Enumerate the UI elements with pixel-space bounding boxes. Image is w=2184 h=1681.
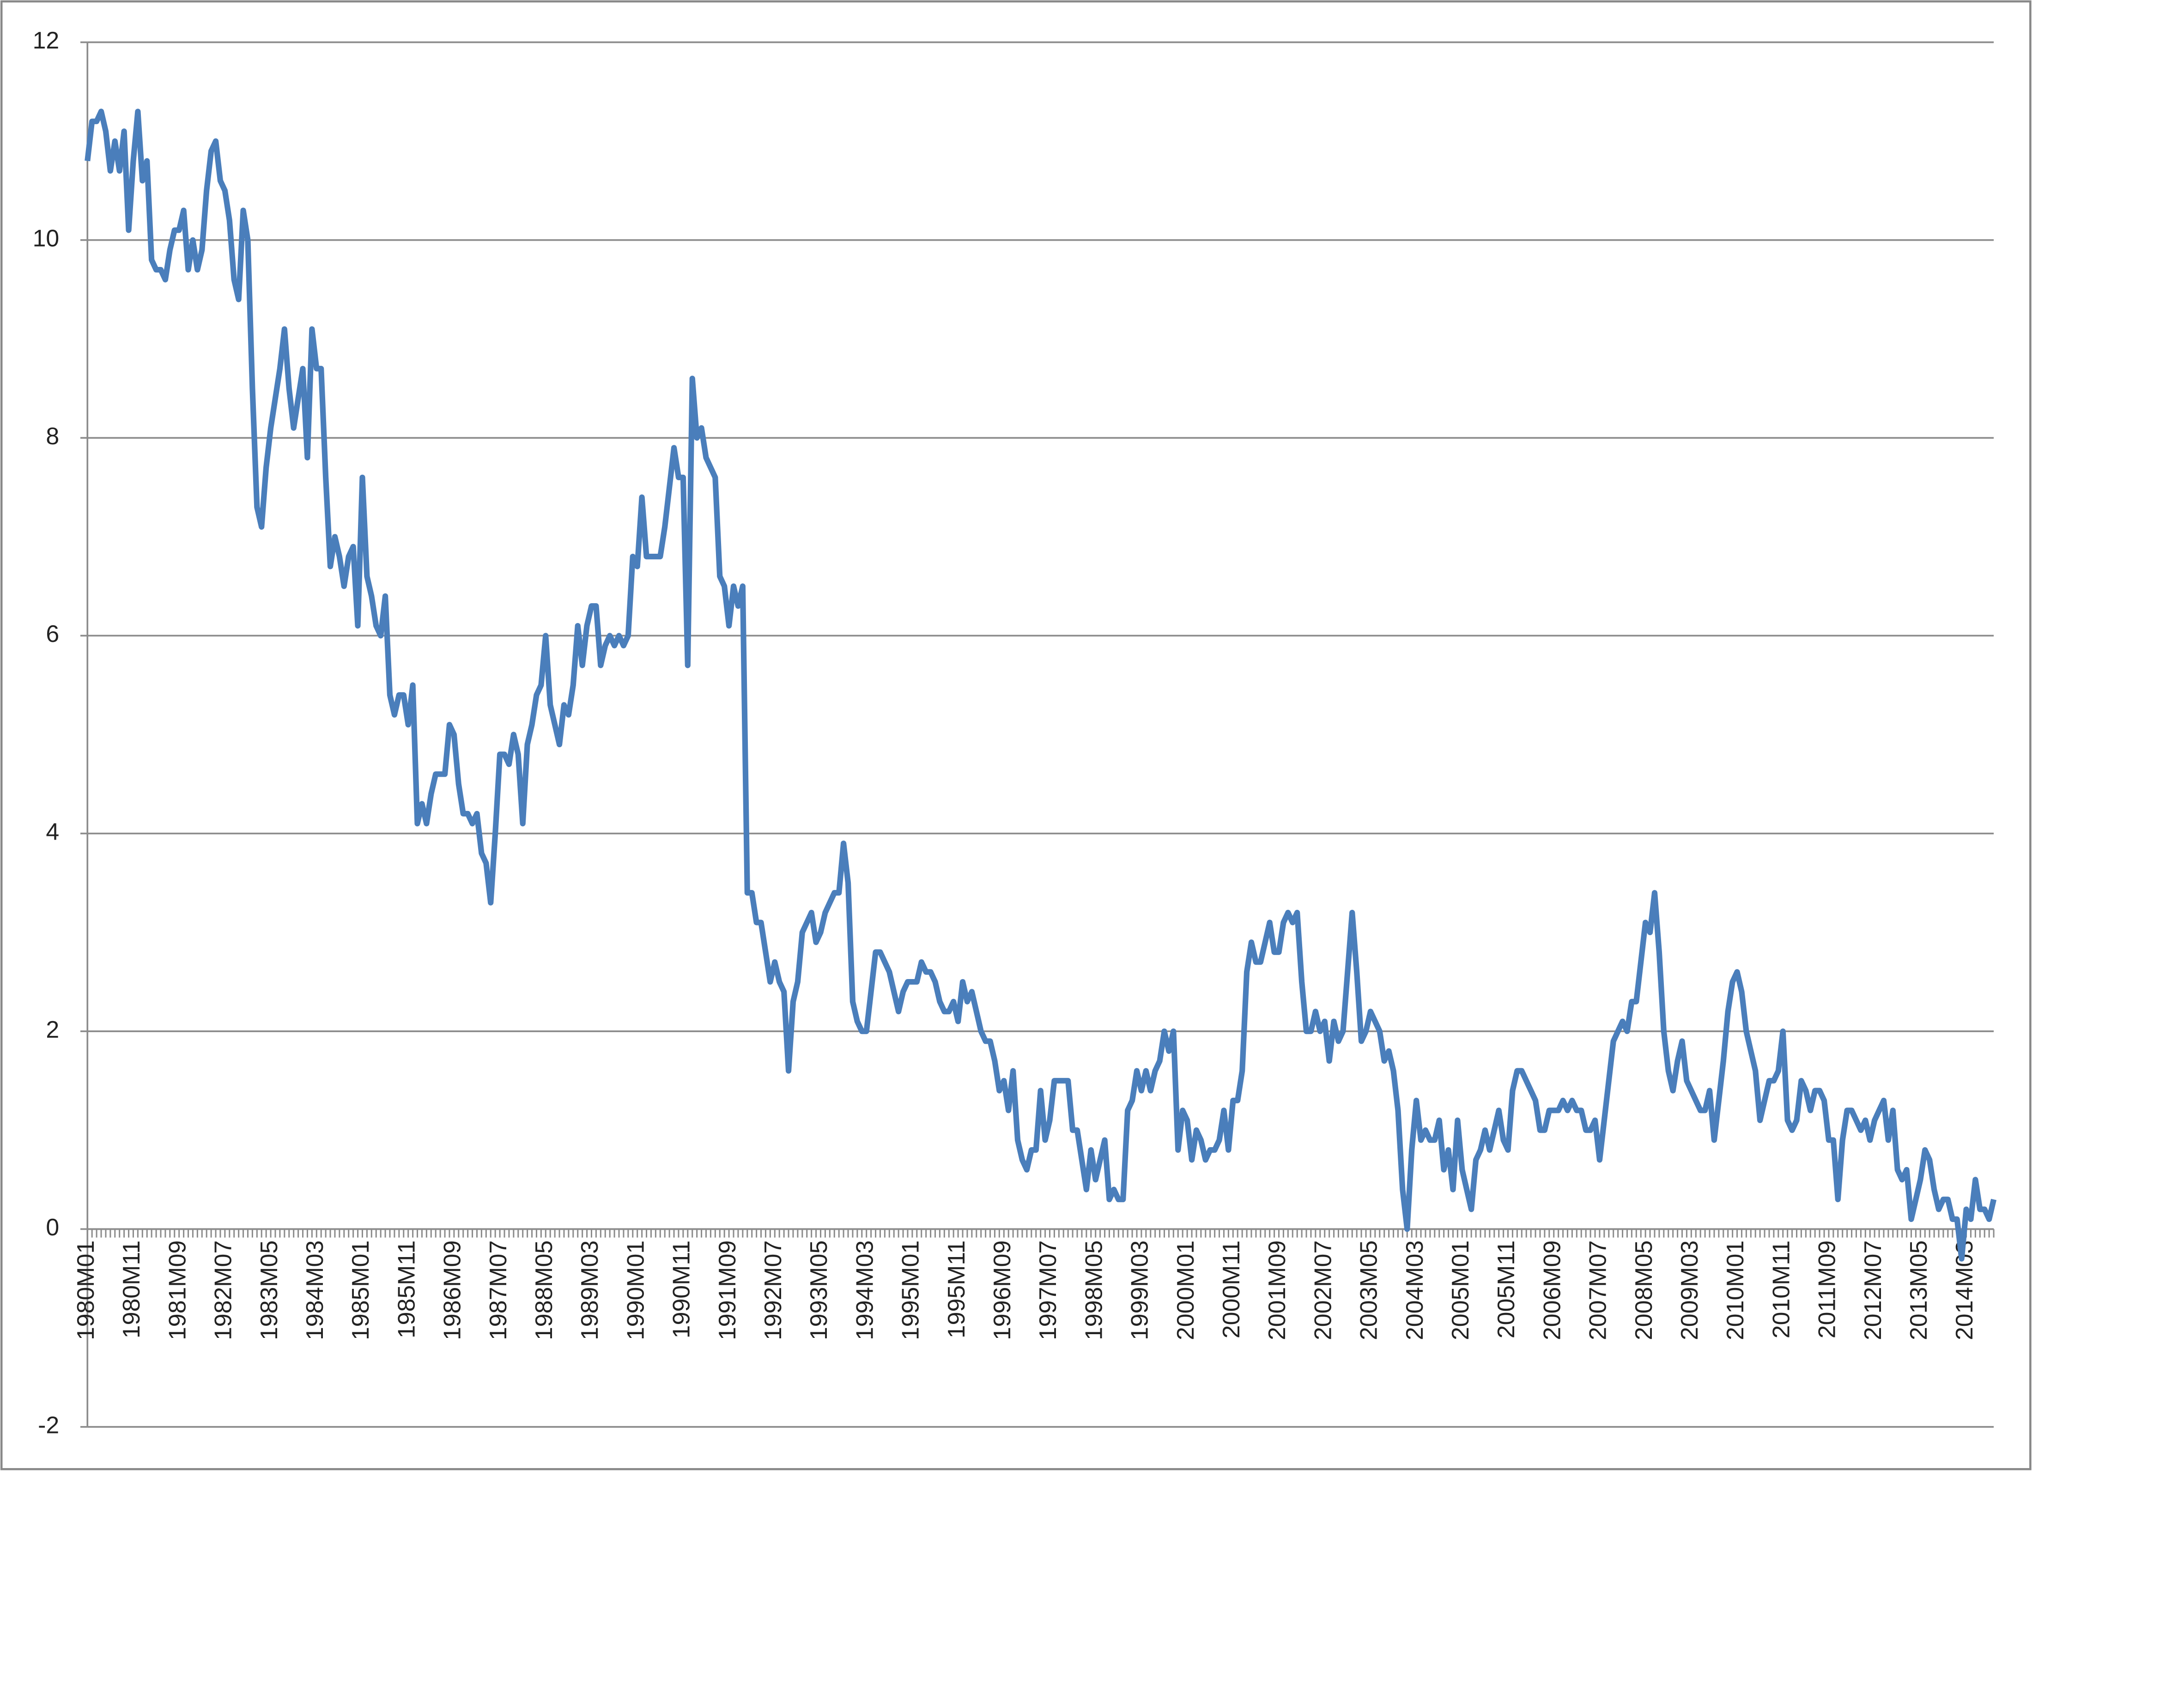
x-tick-label: 2000M11 <box>1218 1240 1244 1338</box>
x-tick-label: 1995M01 <box>897 1240 924 1340</box>
y-tick-label: 6 <box>46 620 59 647</box>
x-tick-label: 2013M05 <box>1905 1240 1932 1340</box>
series-line <box>85 109 1997 1262</box>
y-tick-label: 0 <box>46 1214 59 1240</box>
x-tick-label: 1980M01 <box>72 1240 99 1340</box>
x-tick-label: 1993M05 <box>805 1240 832 1340</box>
x-tick-label: 2011M09 <box>1814 1240 1840 1338</box>
x-tick-label: 2001M09 <box>1263 1240 1290 1340</box>
y-tick-label: -2 <box>38 1411 59 1438</box>
x-tick-label: 1986M09 <box>439 1240 466 1340</box>
x-tick-label: 1984M03 <box>301 1240 328 1340</box>
x-tick-label: 1995M11 <box>943 1240 970 1338</box>
x-tick-label: 1990M01 <box>622 1240 649 1340</box>
x-tick-label: 1985M11 <box>393 1240 419 1338</box>
y-tick-label: 10 <box>33 225 60 252</box>
x-tick-label: 1992M07 <box>759 1240 786 1340</box>
x-tick-label: 1997M07 <box>1034 1240 1061 1340</box>
x-tick-label: 2009M03 <box>1676 1240 1703 1340</box>
x-tick-label: 2006M09 <box>1538 1240 1565 1340</box>
x-tick-label: 1983M05 <box>255 1240 282 1340</box>
chart-frame <box>0 0 2032 1470</box>
x-tick-label: 2005M11 <box>1492 1240 1519 1338</box>
x-tick-label: 1982M07 <box>210 1240 237 1340</box>
x-tick-label: 1996M09 <box>989 1240 1015 1340</box>
x-tick-label: 2000M01 <box>1172 1240 1199 1340</box>
y-tick-label: 2 <box>46 1016 59 1043</box>
y-tick-label: 8 <box>46 423 59 449</box>
x-tick-label: 2007M07 <box>1584 1240 1611 1340</box>
x-tick-label: 1980M11 <box>118 1240 145 1338</box>
x-tick-label: 2012M07 <box>1859 1240 1886 1340</box>
x-tick-label: 1994M03 <box>851 1240 878 1340</box>
x-tick-label: 1981M09 <box>164 1240 190 1340</box>
x-tick-label: 1988M05 <box>530 1240 557 1340</box>
x-tick-label: 1999M03 <box>1126 1240 1153 1340</box>
x-tick-label: 1987M07 <box>485 1240 511 1340</box>
x-tick-label: 2008M05 <box>1630 1240 1657 1340</box>
y-tick-label: 12 <box>33 27 60 54</box>
x-tick-label: 2003M05 <box>1355 1240 1382 1340</box>
x-tick-label: 1989M03 <box>576 1240 603 1340</box>
x-tick-label: 2004M03 <box>1401 1240 1428 1340</box>
x-tick-label: 2002M07 <box>1309 1240 1336 1340</box>
x-tick-label: 1991M09 <box>714 1240 740 1340</box>
y-tick-label: 4 <box>46 818 59 845</box>
x-tick-label: 2010M01 <box>1722 1240 1748 1340</box>
x-tick-label: 1998M05 <box>1080 1240 1107 1340</box>
x-tick-label: 2010M11 <box>1767 1240 1794 1338</box>
x-tick-label: 2005M01 <box>1447 1240 1474 1340</box>
x-tick-label: 1990M11 <box>668 1240 695 1338</box>
x-tick-label: 1985M01 <box>347 1240 374 1340</box>
